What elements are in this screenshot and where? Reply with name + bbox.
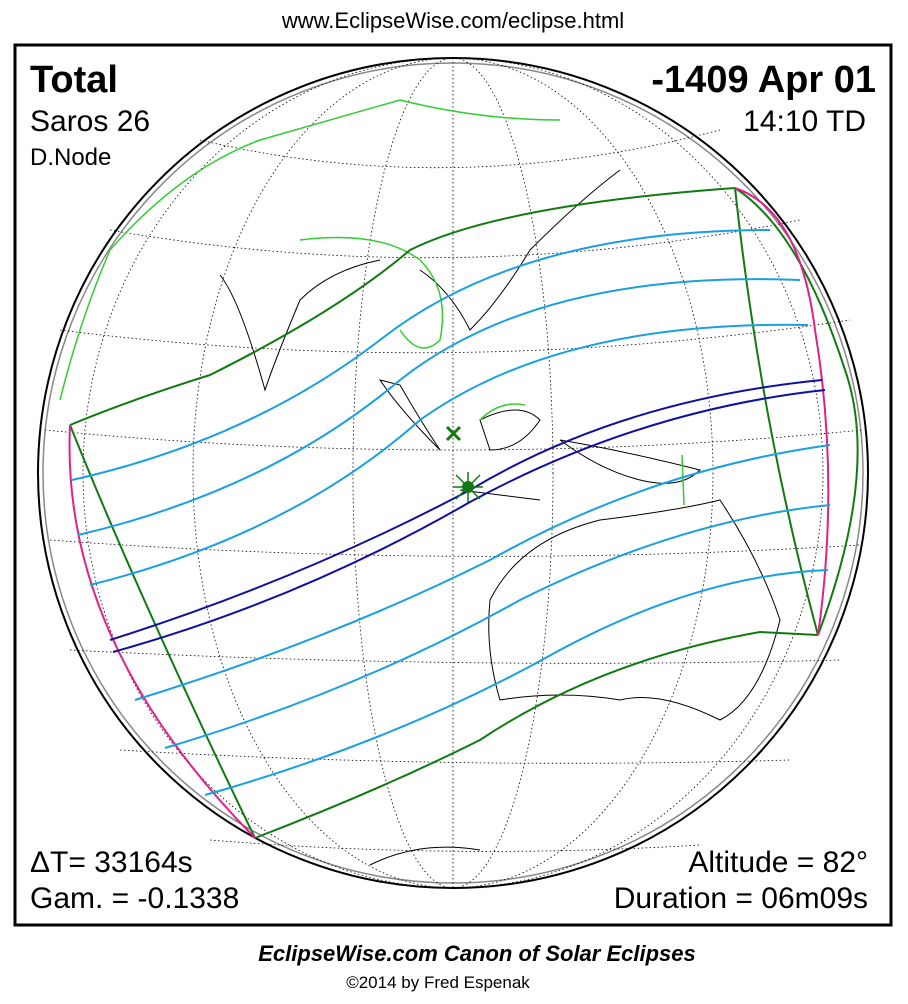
node: D.Node xyxy=(30,144,111,171)
eclipse-type: Total xyxy=(30,59,118,101)
altitude: Altitude = 82° xyxy=(688,846,868,879)
globe xyxy=(37,57,869,889)
duration: Duration = 06m09s xyxy=(614,882,868,915)
time: 14:10 TD xyxy=(743,105,866,138)
saros: Saros 26 xyxy=(30,105,150,138)
footer-title: EclipseWise.com Canon of Solar Eclipses xyxy=(258,941,696,966)
header-url: www.EclipseWise.com/eclipse.html xyxy=(281,8,624,33)
date: -1409 Apr 01 xyxy=(651,59,876,101)
delta-t: ΔT= 33164s xyxy=(30,846,193,879)
footer-credit: ©2014 by Fred Espenak xyxy=(346,973,530,992)
gamma: Gam. = -0.1338 xyxy=(30,882,239,915)
